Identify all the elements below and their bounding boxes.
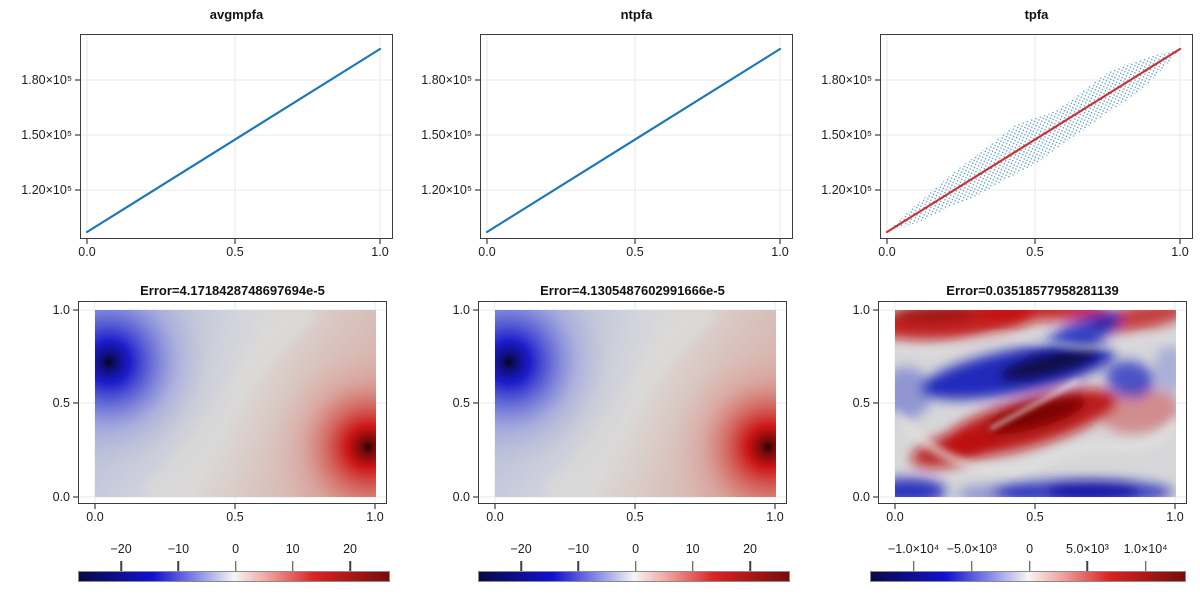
line-plot-ntpfa bbox=[475, 34, 793, 244]
colorbar-gradient bbox=[870, 571, 1186, 582]
heatmap-error-tpfa bbox=[873, 301, 1187, 509]
heatmap-error-avgmpfa bbox=[73, 301, 387, 509]
colorbar-tick bbox=[1028, 561, 1031, 571]
colorbar-tick bbox=[912, 561, 915, 571]
y-tick-label: 1.20×10⁵ bbox=[21, 183, 72, 197]
x-tick-label: 0.0 bbox=[878, 245, 896, 259]
panel-error-ntpfa: Error=4.1305487602991666e-5 1.0 0.5 0.0 … bbox=[400, 280, 800, 600]
colorbar-tick-label: 5.0×10³ bbox=[1066, 542, 1109, 556]
y-tick-label: 0.0 bbox=[852, 490, 870, 504]
colorbar-tick bbox=[520, 561, 522, 571]
x-tick-label: 1.0 bbox=[771, 245, 789, 259]
colorbar-tick-label: −5.0×10³ bbox=[946, 542, 997, 556]
y-tick-label: 0.5 bbox=[452, 396, 470, 410]
colorbar-tick bbox=[634, 561, 637, 571]
y-tick-label: 1.50×10⁵ bbox=[821, 128, 872, 142]
x-tick-label: 0.0 bbox=[86, 510, 104, 524]
colorbar-gradient bbox=[478, 571, 790, 582]
heatmap-error-ntpfa bbox=[473, 301, 787, 509]
colorbar-tick-label: −10 bbox=[567, 542, 590, 556]
y-tick-label: 1.0 bbox=[452, 303, 470, 317]
colorbar-tick-label: −1.0×10⁴ bbox=[887, 542, 940, 556]
colorbar-tick-label: 20 bbox=[343, 542, 358, 556]
y-tick-label: 1.20×10⁵ bbox=[821, 183, 872, 197]
panel-tpfa: tpfa 1.80×10⁵ 1.50×10⁵ 1.20×10⁵ 0.0 0.5 bbox=[800, 0, 1200, 280]
colorbar-tpfa: −1.0×10⁴ −5.0×10³ 0 5.0×10³ 1.0×10⁴ bbox=[870, 540, 1186, 586]
plot-title-error-avgmpfa: Error=4.1718428748697694e-5 bbox=[140, 283, 325, 298]
x-tick-label: 0.5 bbox=[1026, 510, 1044, 524]
colorbar-tick-label: 1.0×10⁴ bbox=[1123, 542, 1168, 556]
panel-avgmpfa: avgmpfa 1.80×10⁵ 1.50×10⁵ 1.20×10⁵ 0.0 0… bbox=[0, 0, 400, 280]
colorbar-tick-label: 0 bbox=[232, 542, 240, 556]
colorbar-tick bbox=[1086, 561, 1089, 571]
y-tick-label: 1.50×10⁵ bbox=[21, 128, 72, 142]
x-tick-label: 0.0 bbox=[478, 245, 496, 259]
colorbar-tick-label: −20 bbox=[110, 542, 132, 556]
panel-ntpfa: ntpfa 1.80×10⁵ 1.50×10⁵ 1.20×10⁵ 0.0 0.5… bbox=[400, 0, 800, 280]
x-tick-label: 0.5 bbox=[226, 510, 244, 524]
colorbar-tick-label: −20 bbox=[510, 542, 532, 556]
colorbar-tick-label: 0 bbox=[1026, 542, 1034, 556]
colorbar-tick bbox=[971, 561, 973, 571]
y-tick-label: 0.5 bbox=[852, 396, 870, 410]
y-tick-label: 1.80×10⁵ bbox=[821, 73, 872, 87]
x-tick-label: 1.0 bbox=[766, 510, 784, 524]
colorbar-tick bbox=[749, 561, 751, 571]
y-tick-label: 1.50×10⁵ bbox=[421, 128, 472, 142]
x-tick-label: 0.5 bbox=[626, 245, 644, 259]
y-tick-label: 1.80×10⁵ bbox=[21, 73, 72, 87]
colorbar-gradient bbox=[78, 571, 390, 582]
plot-title-error-tpfa: Error=0.03518577958281139 bbox=[946, 283, 1119, 298]
x-tick-label: 0.5 bbox=[1026, 245, 1044, 259]
x-tick-label: 1.0 bbox=[371, 245, 389, 259]
colorbar-tick bbox=[577, 561, 580, 571]
panel-error-tpfa: Error=0.03518577958281139 bbox=[800, 280, 1200, 600]
colorbar-tick-label: 20 bbox=[743, 542, 758, 556]
scatter-plot-tpfa bbox=[875, 34, 1193, 244]
colorbar-tick bbox=[120, 561, 122, 571]
line-plot-avgmpfa bbox=[75, 34, 393, 244]
y-tick-label: 0.0 bbox=[52, 490, 70, 504]
colorbar-tick bbox=[349, 561, 351, 571]
x-tick-label: 1.0 bbox=[1171, 245, 1189, 259]
colorbar-tick-label: −10 bbox=[167, 542, 190, 556]
y-tick-label: 0.5 bbox=[52, 396, 70, 410]
colorbar-tick-label: 10 bbox=[685, 542, 700, 556]
plot-title-ntpfa: ntpfa bbox=[620, 7, 653, 22]
plot-title-avgmpfa: avgmpfa bbox=[209, 7, 264, 22]
colorbar-tick-label: 0 bbox=[632, 542, 640, 556]
colorbar-tick bbox=[1144, 561, 1147, 571]
x-tick-label: 0.0 bbox=[486, 510, 504, 524]
x-tick-label: 0.5 bbox=[226, 245, 244, 259]
colorbar-tick bbox=[234, 561, 237, 571]
colorbar-avgmpfa: −20 −10 0 10 20 bbox=[78, 540, 390, 586]
x-tick-label: 1.0 bbox=[366, 510, 384, 524]
y-tick-label: 1.20×10⁵ bbox=[421, 183, 472, 197]
colorbar-tick bbox=[691, 561, 694, 571]
x-tick-label: 0.5 bbox=[626, 510, 644, 524]
plot-title-error-ntpfa: Error=4.1305487602991666e-5 bbox=[540, 283, 725, 298]
panel-error-avgmpfa: Error=4.1718428748697694e-5 bbox=[0, 280, 400, 600]
x-tick-label: 0.0 bbox=[886, 510, 904, 524]
x-tick-label: 1.0 bbox=[1166, 510, 1184, 524]
colorbar-tick-label: 10 bbox=[285, 542, 300, 556]
y-tick-label: 0.0 bbox=[452, 490, 470, 504]
colorbar-ntpfa: −20 −10 0 10 20 bbox=[478, 540, 790, 586]
y-tick-label: 1.80×10⁵ bbox=[421, 73, 472, 87]
colorbar-tick bbox=[291, 561, 294, 571]
y-tick-label: 1.0 bbox=[52, 303, 70, 317]
x-tick-label: 0.0 bbox=[78, 245, 96, 259]
colorbar-tick bbox=[177, 561, 180, 571]
plot-title-tpfa: tpfa bbox=[1024, 7, 1049, 22]
y-tick-label: 1.0 bbox=[852, 303, 870, 317]
